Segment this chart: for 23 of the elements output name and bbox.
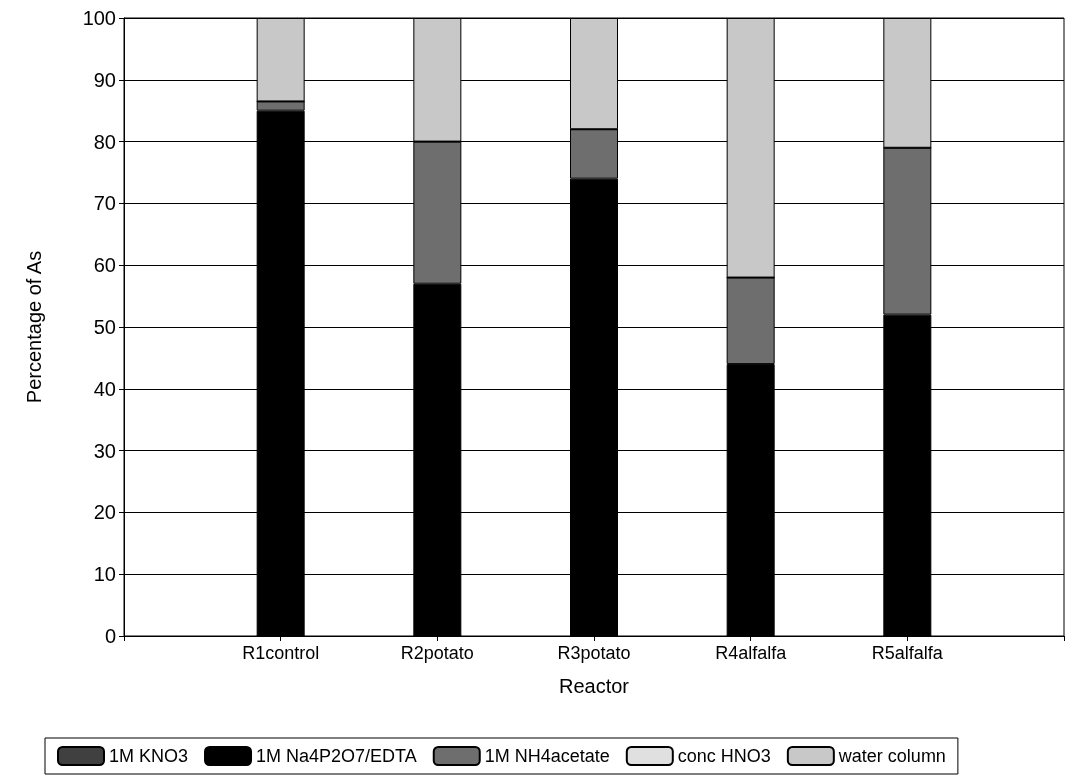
y-tick-label: 10 xyxy=(93,563,116,586)
legend-label: 1M Na4P2O7/EDTA xyxy=(256,746,417,766)
x-tick-label: R2potato xyxy=(400,643,474,663)
x-tick-label: R1control xyxy=(242,643,320,663)
y-tick-label: 100 xyxy=(82,7,116,29)
y-axis-title: Percentage of As xyxy=(23,250,45,404)
y-tick-label: 60 xyxy=(93,254,116,277)
x-tick-label: R4alfalfa xyxy=(715,643,788,663)
y-tick-label: 30 xyxy=(93,439,116,462)
legend-label: water column xyxy=(837,746,946,766)
x-tick-label: R5alfalfa xyxy=(871,643,944,663)
y-tick-label: 0 xyxy=(104,625,116,647)
y-tick-label: 70 xyxy=(93,192,116,215)
x-tick-label: R3potato xyxy=(557,643,631,663)
y-tick-label: 20 xyxy=(93,501,116,524)
legend-label: conc HNO3 xyxy=(677,746,771,766)
legend-label: 1M NH4acetate xyxy=(484,746,610,766)
x-axis-title: Reactor xyxy=(558,675,630,697)
y-tick-label: 80 xyxy=(93,130,116,153)
y-tick-label: 50 xyxy=(93,316,116,338)
legend-label: 1M KNO3 xyxy=(109,746,189,766)
y-tick-label: 90 xyxy=(93,68,116,91)
y-tick-label: 40 xyxy=(93,377,116,400)
